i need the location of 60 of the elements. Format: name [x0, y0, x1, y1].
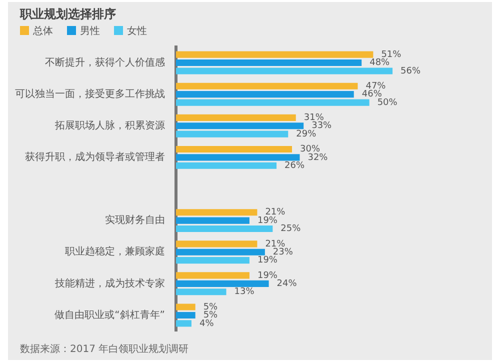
legend-label: 男性 [79, 24, 100, 38]
y-tick-label: 可以独当一面，接受更多工作挑战 [15, 88, 165, 100]
data-label: 19% [257, 216, 278, 226]
bar [176, 91, 354, 98]
data-label: 23% [272, 247, 294, 258]
bar [176, 257, 250, 264]
data-label: 33% [312, 121, 332, 132]
bar [176, 154, 300, 161]
bar [176, 217, 250, 224]
y-tick-label: 不断提升，获得个人价值感 [45, 56, 165, 68]
y-tick-label: 做自由职业或“斜杠青年” [54, 308, 165, 321]
bar [176, 68, 393, 74]
bar [176, 304, 196, 310]
data-label: 50% [377, 98, 398, 108]
data-label: 29% [296, 129, 317, 140]
y-tick-label: 拓展职场人脉，积累资源 [54, 119, 165, 132]
y-tick-label: 技能精进，成为技术专家 [54, 277, 165, 290]
data-label: 4% [199, 318, 214, 329]
bar [176, 312, 196, 319]
bar [176, 209, 258, 216]
bar [176, 146, 292, 153]
data-label: 13% [234, 287, 255, 298]
data-label: 5% [203, 310, 218, 321]
data-label: 21% [265, 208, 286, 218]
data-label: 48% [370, 58, 390, 68]
source-note: 数据来源：2017 年白领职业规划调研 [20, 342, 189, 356]
data-label: 46% [362, 90, 382, 100]
text: 职业规划选择排序 [20, 6, 116, 23]
data-label: 51% [381, 50, 402, 60]
y-tick-label: 职业趋稳定，兼顾家庭 [65, 246, 165, 258]
bar [176, 130, 288, 138]
bar [176, 162, 277, 169]
bar [176, 288, 226, 296]
data-label: 21% [265, 239, 286, 250]
data-label: 32% [308, 152, 328, 163]
bar [176, 51, 374, 58]
bar [176, 82, 358, 90]
data-label: 47% [366, 81, 386, 92]
bar [176, 114, 296, 121]
bar [176, 280, 269, 287]
bar [176, 320, 192, 327]
bar [176, 248, 265, 256]
y-tick-label: 获得升职，成为领导者或管理者 [25, 151, 165, 164]
data-label: 5% [203, 302, 218, 312]
data-label: 26% [284, 160, 305, 171]
bar [176, 240, 258, 248]
data-label: 56% [400, 66, 421, 76]
legend-label: 总体 [32, 24, 53, 38]
bar [176, 99, 370, 106]
y-tick-label: 实现财务自由 [105, 214, 165, 226]
data-label: 19% [257, 256, 278, 266]
data-label: 19% [257, 270, 278, 281]
bar [176, 272, 250, 279]
data-label: 30% [300, 144, 320, 155]
data-label: 25% [280, 224, 302, 234]
data-label: 24% [276, 279, 298, 290]
bar [176, 122, 304, 130]
legend-label: 女性 [126, 24, 147, 38]
bar [176, 59, 362, 66]
bar [176, 225, 273, 232]
